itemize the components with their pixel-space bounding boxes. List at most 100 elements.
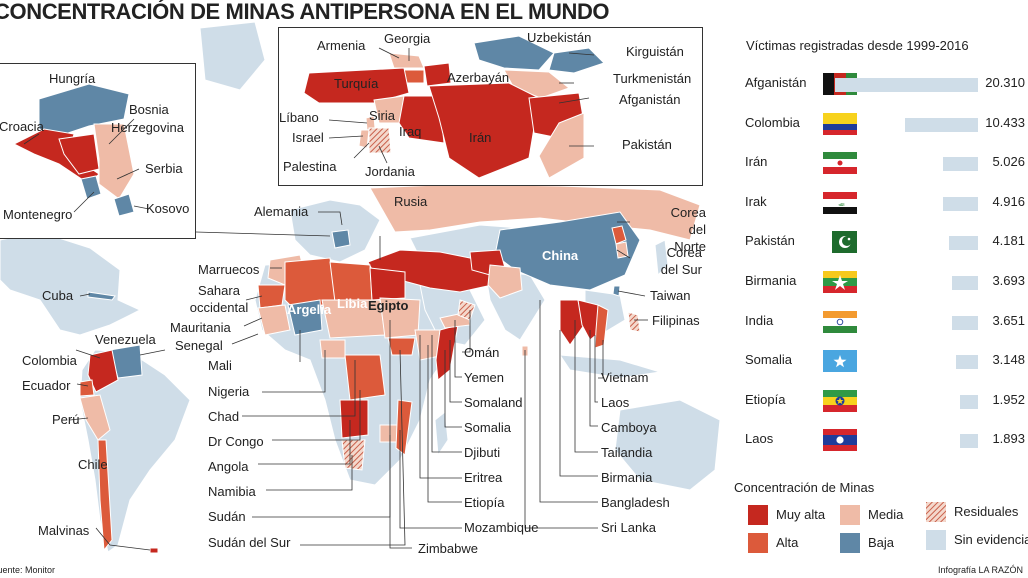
laos-flag [823, 429, 857, 452]
victims-row: India 3.651 [745, 309, 1028, 333]
label-venezuela: Venezuela [95, 332, 156, 347]
victims-country: Pakistán [745, 233, 795, 249]
victims-country: Somalia [745, 352, 792, 368]
legend-media-swatch [840, 505, 860, 525]
somalia-flag [823, 350, 857, 373]
chile-shape [97, 439, 113, 552]
legend-residuales-swatch [926, 502, 946, 522]
label-somalia: Somalia [464, 420, 511, 435]
label-srilanka: Sri Lanka [601, 520, 656, 535]
victims-value: 3.651 [992, 312, 1025, 328]
kosovo-shape [113, 193, 135, 217]
victims-row: Pakistán 4.181 [745, 229, 1028, 254]
iran-shape [428, 82, 540, 179]
etiopia-flag [823, 389, 857, 412]
label-libano: Líbano [279, 110, 319, 125]
colombia-shape [87, 349, 119, 393]
victims-row: Laos 1.893 [745, 427, 1028, 452]
north-america-shape [0, 231, 142, 336]
madagascar-shape [434, 411, 449, 457]
label-chad: Chad [208, 409, 240, 424]
cuba-shape [87, 291, 116, 301]
label-peru: Perú [52, 412, 80, 427]
victims-value: 4.181 [992, 233, 1025, 249]
label-jordania: Jordania [365, 164, 415, 179]
label-afganistan: Afganistán [619, 92, 681, 107]
pakistan-flag [823, 231, 857, 254]
label-iran: Irán [469, 130, 492, 145]
drcongo-shape [344, 354, 386, 401]
label-taiwan: Taiwan [650, 288, 691, 303]
label-sudan-sur: Sudán del Sur [208, 535, 291, 550]
label-ecuador: Ecuador [22, 378, 71, 393]
label-etiopia: Etiopía [464, 495, 505, 510]
label-malvinas: Malvinas [38, 523, 90, 538]
label-vietnam: Vietnam [601, 370, 649, 385]
victims-value: 4.916 [992, 193, 1025, 209]
label-nigeria: Nigeria [208, 384, 250, 399]
uzbekistan-shape [473, 35, 555, 71]
inset-middle-east-map [303, 35, 605, 179]
victims-row: Irak ﷲ 4.916 [745, 190, 1028, 214]
malvinas-shape [149, 547, 159, 554]
philippines-shape [627, 311, 641, 333]
label-somaland: Somaland [464, 395, 523, 410]
iran-flag [823, 152, 857, 175]
label-corea-sur: Corea del Sur [660, 245, 702, 277]
inset-balkans: Hungría Bosnia Herzegovina Croacia Serbi… [0, 63, 196, 239]
legend-sin-evidencia-label: Sin evidencia [954, 532, 1028, 547]
vietnam-shape [594, 304, 609, 349]
angola-shape [339, 399, 369, 439]
victims-value: 3.693 [992, 273, 1025, 288]
irak-flag: ﷲ [823, 191, 857, 214]
label-armenia: Armenia [317, 38, 366, 53]
legend-title: Concentración de Minas [734, 480, 875, 495]
victims-value: 20.310 [985, 75, 1025, 90]
mauritania-shape [257, 304, 291, 336]
victims-country: Irán [745, 154, 768, 170]
colombia-flag [823, 112, 857, 135]
label-bangladesh: Bangladesh [601, 495, 670, 510]
japan-shape [654, 239, 669, 277]
israel-shape [358, 129, 370, 149]
india-pak-shape [487, 264, 523, 299]
label-mozambique: Mozambique [464, 520, 539, 535]
korea-south-shape [615, 241, 629, 259]
india-flag [823, 310, 857, 333]
legend-muy-alta-swatch [748, 505, 768, 525]
label-libia: Libia [337, 296, 368, 311]
label-egipto: Egipto [368, 298, 409, 313]
victims-country: Birmania [745, 273, 797, 288]
victims-bar [904, 117, 978, 132]
label-sahara: Sahara occidental [189, 283, 249, 315]
victims-bar [960, 394, 978, 409]
victims-country: Afganistán [745, 75, 807, 90]
label-siria: Siria [369, 108, 396, 123]
label-china: China [542, 248, 579, 263]
montenegro-shape [80, 175, 102, 200]
label-corea-norte: Corea del Norte [670, 205, 706, 254]
burma-shape [559, 299, 585, 346]
kirguistan-shape [548, 47, 605, 74]
label-alemania: Alemania [254, 204, 309, 219]
label-camboya: Camboya [601, 420, 657, 435]
label-iraq: Iraq [399, 124, 422, 139]
pakistan-shape [538, 112, 585, 179]
victims-value: 1.952 [992, 391, 1025, 407]
source-text: Fuente: Monitor [0, 565, 56, 575]
victims-row: Birmania 3.693 [745, 269, 1028, 293]
legend-baja-label: Baja [868, 535, 895, 550]
label-turquia: Turquía [334, 76, 379, 91]
label-hungria: Hungría [49, 71, 96, 86]
victims-value: 10.433 [985, 114, 1025, 130]
victims-row: Somalia 3.148 [745, 348, 1028, 373]
label-israel: Israel [292, 130, 324, 145]
legend-alta-label: Alta [776, 535, 799, 550]
label-colombia: Colombia [22, 353, 77, 368]
label-argelia: Argelia [287, 302, 332, 317]
label-angola: Angola [208, 459, 249, 474]
inset-balkans-map [12, 83, 150, 217]
label-drcongo: Dr Congo [208, 434, 264, 449]
jordania-shape [368, 127, 392, 154]
label-bosnia: Bosnia [129, 102, 169, 117]
